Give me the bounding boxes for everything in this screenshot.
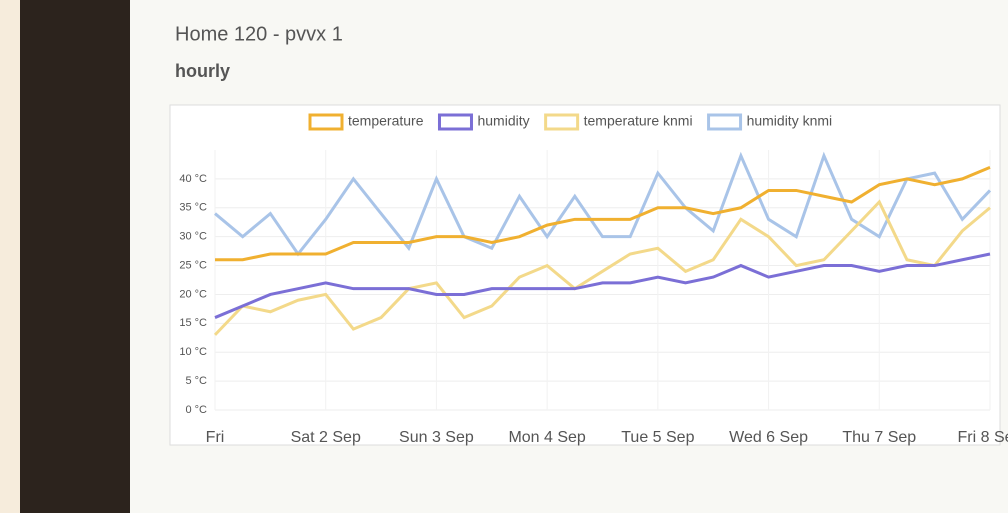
x-tick-label: Sun 3 Sep [399,429,474,446]
chart: Home 120 - pvvx 1 hourly 0 °C 5 °C 10 °C 15… [0,0,1008,513]
y-tick-label: 35 °C [179,202,207,214]
x-tick-label: Sat 2 Sep [291,429,361,446]
x-tick-label: Tue 5 Sep [621,429,694,446]
y-tick-label: 30 °C [179,231,207,243]
legend-label: temperature knmi [584,113,693,129]
x-tick-label: Fri [206,429,225,446]
y-tick-label: 0 °C [185,404,207,416]
plot-panel [170,105,1000,445]
x-tick-label: Mon 4 Sep [508,429,585,446]
chart-subtitle: hourly [175,61,230,81]
y-tick-label: 15 °C [179,317,207,329]
y-tick-label: 10 °C [179,346,207,358]
page: Home 120 - pvvx 1 hourly 0 °C 5 °C 10 °C 15… [0,0,1008,513]
legend-label: humidity [477,113,529,129]
legend-label: humidity knmi [747,113,833,129]
y-tick-label: 5 °C [185,375,207,387]
x-tick-label: Fri 8 Sep [958,429,1008,446]
y-tick-label: 25 °C [179,259,207,271]
chart-title: Home 120 - pvvx 1 [175,23,343,45]
legend-label: temperature [348,113,424,129]
y-tick-label: 20 °C [179,288,207,300]
x-tick-label: Wed 6 Sep [729,429,808,446]
x-tick-label: Thu 7 Sep [842,429,916,446]
y-tick-label: 40 °C [179,173,207,185]
